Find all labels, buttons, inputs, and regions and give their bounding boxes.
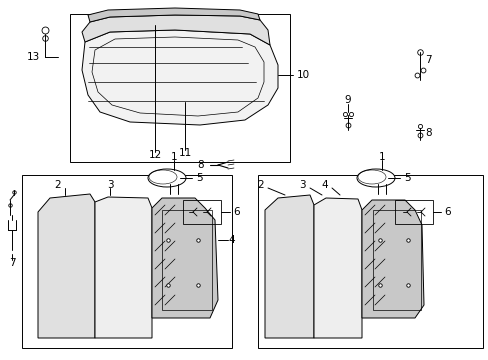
Text: 4: 4 [321,180,327,190]
Bar [183,200,221,224]
Text: 5: 5 [196,173,202,183]
Polygon shape [82,15,269,45]
Text: 3: 3 [106,180,113,190]
Bar [372,210,420,310]
Ellipse shape [356,169,394,187]
Text: 8: 8 [424,128,431,138]
Text: 1: 1 [170,152,177,162]
Polygon shape [95,197,152,338]
Polygon shape [152,198,218,318]
Text: 1: 1 [378,152,385,162]
Text: 2: 2 [257,180,264,190]
Polygon shape [313,198,361,338]
Bar [258,175,482,348]
Polygon shape [82,30,278,125]
Text: 4: 4 [228,235,235,245]
Polygon shape [38,194,95,338]
Text: 13: 13 [27,52,40,62]
Text: 11: 11 [178,148,191,158]
Text: 10: 10 [296,70,309,80]
Text: 8: 8 [197,160,203,170]
Bar [162,210,212,310]
Text: 3: 3 [299,180,305,190]
Text: 12: 12 [148,150,162,160]
Bar [394,200,432,224]
Text: 7: 7 [9,258,15,268]
Ellipse shape [148,169,185,187]
Text: 5: 5 [403,173,410,183]
Text: 6: 6 [443,207,450,217]
Polygon shape [264,195,313,338]
Bar [22,175,231,348]
Text: 9: 9 [344,95,350,105]
Polygon shape [361,200,423,318]
Bar [70,14,289,162]
Text: 6: 6 [232,207,239,217]
Text: 7: 7 [424,55,431,65]
Polygon shape [88,8,260,22]
Text: 2: 2 [55,180,61,190]
